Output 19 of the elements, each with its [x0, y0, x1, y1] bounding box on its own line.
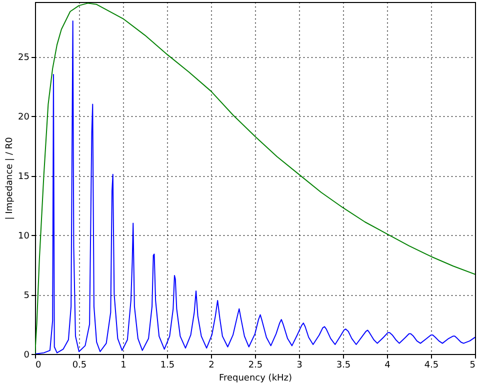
y-tick-label: 0 — [24, 350, 30, 360]
y-tick-label: 15 — [18, 172, 30, 182]
x-tick-label: 4 — [384, 360, 391, 370]
x-tick-label: 4.5 — [424, 360, 439, 370]
x-tick-label: 2 — [208, 360, 214, 370]
x-tick-label: 1 — [120, 360, 126, 370]
x-tick-label: 2.5 — [248, 360, 263, 370]
y-tick-label: 25 — [18, 53, 30, 64]
y-tick-label: 5 — [24, 291, 30, 302]
x-axis-title: Frequency (kHz) — [218, 374, 292, 384]
y-tick-label: 10 — [18, 232, 30, 242]
y-tick-label: 20 — [18, 112, 30, 123]
x-tick-label: 5 — [470, 360, 476, 370]
x-tick-label: 3 — [296, 360, 302, 370]
x-tick-label: 1.5 — [160, 360, 175, 370]
x-tick-label: 3.5 — [336, 360, 351, 370]
x-tick-label: 0.5 — [72, 360, 87, 370]
y-axis-title: | Impedance | / R0 — [5, 136, 16, 220]
x-tick-label: 0 — [36, 360, 42, 370]
